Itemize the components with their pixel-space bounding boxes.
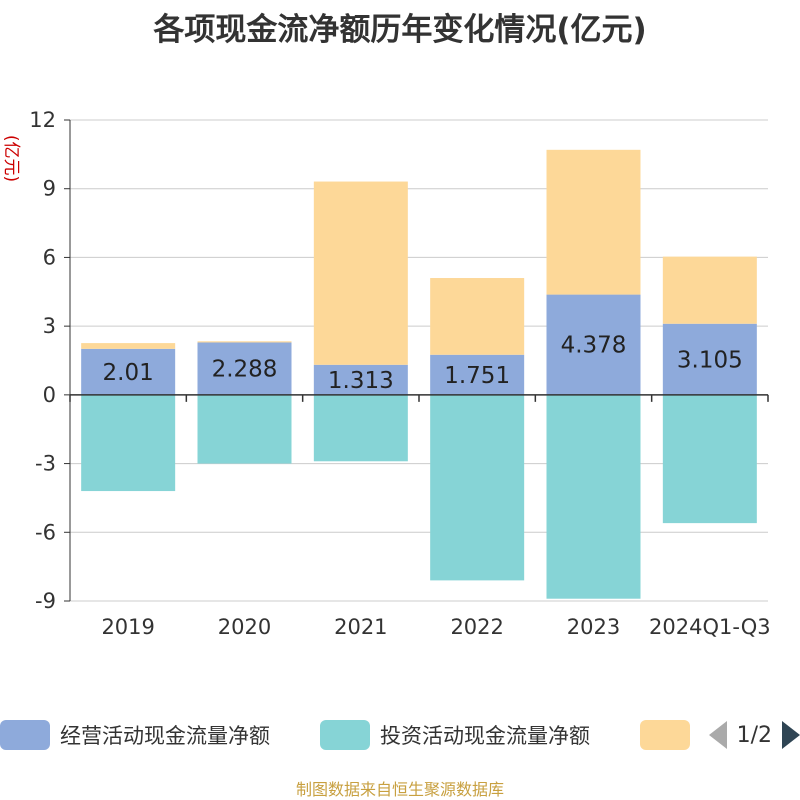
cashflow-chart: 12 9 6 3 0 -3 -6 -9 2.01 2.288 1.313 1.751 4.378 3.10… — [29, 108, 771, 639]
legend-swatch-operating — [0, 720, 50, 750]
y-tick-label: 12 — [29, 108, 56, 132]
data-source-note: 制图数据来自恒生聚源数据库 — [295, 780, 504, 799]
legend-item-investing[interactable]: 投资活动现金流量净额 — [320, 720, 590, 750]
next-page-icon[interactable] — [782, 721, 800, 749]
x-tick-label: 2020 — [218, 615, 271, 639]
bar-financing-2023 — [546, 149, 641, 295]
bar-operating-2022 — [430, 354, 525, 395]
bar-financing-2021 — [313, 181, 408, 365]
chart-title: 各项现金流净额历年变化情况(亿元) — [153, 12, 647, 48]
bar-operating-2023 — [546, 294, 641, 395]
legend-label-investing: 投资活动现金流量净额 — [380, 724, 590, 748]
y-tick-label: 9 — [43, 177, 56, 201]
data-label: 2.288 — [212, 357, 278, 383]
data-label: 2.01 — [103, 360, 154, 386]
data-label: 4.378 — [561, 333, 627, 359]
bar-investing-2024Q1-Q3 — [662, 394, 757, 524]
bar-operating-2021 — [313, 364, 408, 395]
legend-page-indicator: 1/2 — [736, 722, 772, 748]
bar-investing-2019 — [81, 394, 176, 492]
legend-swatch-investing — [320, 720, 370, 750]
bar-financing-2019 — [81, 343, 176, 349]
bar-operating-2020 — [197, 342, 292, 395]
x-tick-label: 2022 — [450, 615, 503, 639]
y-tick-label: 3 — [43, 314, 56, 338]
bar-operating-2024Q1-Q3 — [662, 323, 757, 395]
bar-financing-2020 — [197, 341, 292, 343]
x-tick-label: 2019 — [101, 615, 154, 639]
data-label: 1.751 — [444, 363, 510, 389]
legend: 经营活动现金流量净额 投资活动现金流量净额 1/2 — [0, 712, 800, 758]
legend-item-financing[interactable] — [640, 720, 700, 750]
x-tick-label: 2021 — [334, 615, 387, 639]
bar-investing-2023 — [546, 394, 641, 599]
y-tick-label: 6 — [43, 245, 56, 269]
legend-swatch-financing — [640, 720, 690, 750]
prev-page-icon[interactable] — [708, 721, 727, 749]
y-tick-label: -9 — [35, 589, 56, 613]
data-label: 3.105 — [677, 347, 743, 373]
x-tick-label: 2023 — [567, 615, 620, 639]
bar-investing-2020 — [197, 394, 292, 464]
legend-label-operating: 经营活动现金流量净额 — [60, 724, 270, 748]
data-label: 1.313 — [328, 368, 394, 394]
bar-financing-2022 — [430, 278, 525, 355]
y-tick-label: -3 — [35, 452, 56, 476]
bar-investing-2022 — [430, 394, 525, 581]
bar-operating-2019 — [81, 348, 176, 395]
x-tick-label: 2024Q1-Q3 — [649, 615, 771, 639]
legend-item-operating[interactable]: 经营活动现金流量净额 — [0, 720, 270, 750]
bar-financing-2024Q1-Q3 — [662, 256, 757, 324]
legend-pager: 1/2 — [708, 720, 800, 750]
bar-investing-2021 — [313, 394, 408, 462]
y-tick-label: -6 — [35, 520, 56, 544]
y-tick-label: 0 — [43, 383, 56, 407]
